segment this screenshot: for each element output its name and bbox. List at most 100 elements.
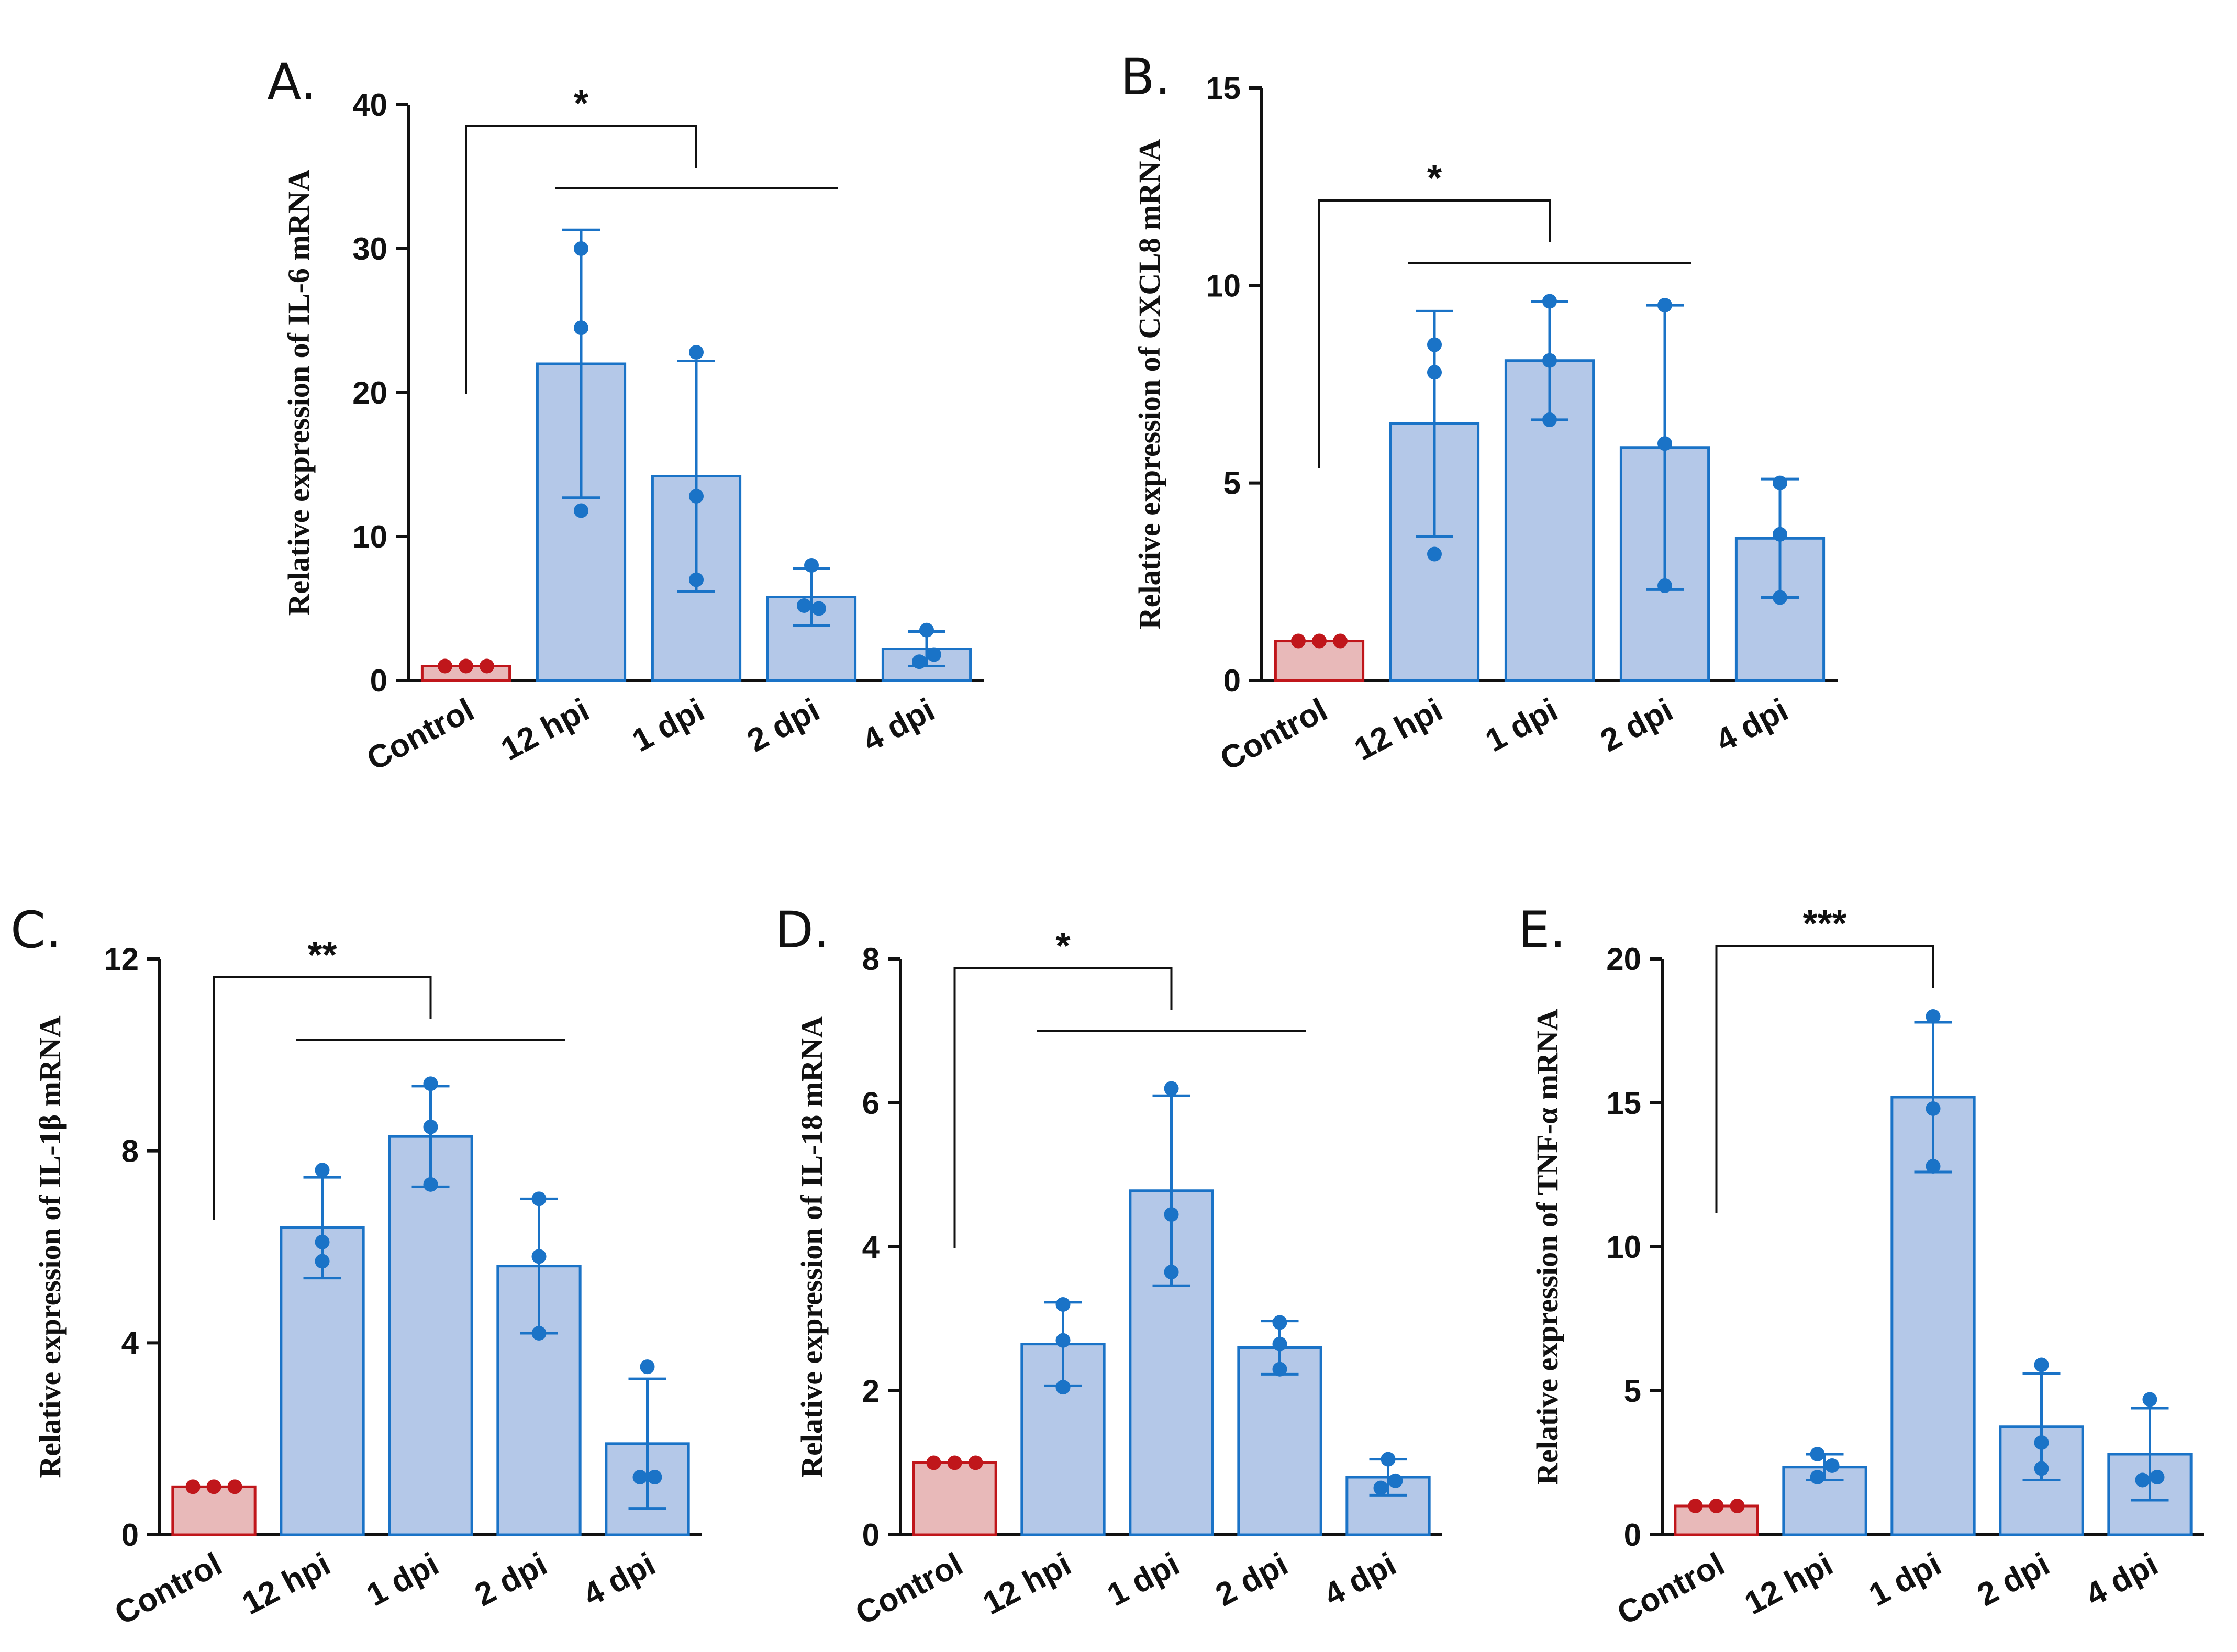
y-tick-label: 4 [862,1230,880,1265]
data-point [947,1455,962,1470]
x-tick-label: 4 dpi [1318,1546,1402,1613]
y-axis-title: Relative expression of IL-6 mRNA [282,170,316,616]
data-point [1312,633,1327,649]
x-tick-label: 2 dpi [1595,691,1678,759]
y-tick-label: 40 [352,87,387,122]
y-tick-label: 5 [1624,1374,1641,1409]
data-point [574,241,588,256]
significance-label: * [574,83,588,125]
y-tick-label: 0 [1223,663,1241,698]
chart-panel-5: E. Relative expression of TNF-α mRNA 0 5 10 1… [1518,901,2204,1632]
x-tick-label: 1 dpi [361,1546,444,1613]
data-point [1388,1473,1403,1488]
data-point [1272,1361,1287,1377]
data-point [1773,475,1787,490]
data-point [1373,1480,1388,1495]
data-point [185,1479,201,1494]
y-axis-title: Relative expression of TNF-α mRNA [1530,1009,1564,1485]
data-point [689,489,704,504]
data-point [1657,298,1672,313]
data-point [315,1163,330,1178]
x-tick-label: Control [1215,691,1333,777]
y-tick-label: 8 [862,942,880,977]
x-tick-label: 1 dpi [1479,691,1563,759]
x-tick-label: Control [361,691,480,777]
bar-control [912,1461,997,1536]
data-point [1291,633,1306,649]
panel-letter: C. [10,901,62,959]
x-tick-label: 4 dpi [856,691,940,759]
x-tick-label: 1 dpi [1863,1546,1947,1613]
data-point [1542,294,1557,309]
data-point [1055,1333,1071,1348]
data-point [804,558,819,573]
y-tick-label: 15 [1606,1086,1641,1121]
y-tick-label: 10 [352,519,387,554]
data-point [1164,1081,1179,1096]
y-axis-title: Relative expression of CXCL8 mRNA [1132,139,1166,630]
data-point [423,1119,438,1134]
x-tick-label: 12 hpi [977,1546,1077,1622]
significance-bracket [1318,199,1551,468]
data-point [1926,1101,1941,1116]
x-tick-label: 12 hpi [495,691,595,767]
data-point [1824,1458,1840,1473]
significance-bracket [213,976,432,1220]
x-tick-label: 4 dpi [1710,691,1794,759]
data-point [647,1470,662,1484]
data-point [2135,1472,2150,1488]
data-point [574,320,588,336]
x-tick-label: 2 dpi [741,691,825,759]
x-tick-label: Control [850,1546,969,1632]
data-point [206,1479,221,1494]
x-tick-label: Control [1611,1546,1730,1632]
panel-letter: A. [267,53,317,111]
data-point [1427,337,1442,352]
data-point [1657,436,1672,451]
y-tick-label: 6 [862,1086,880,1121]
significance-label: * [1427,158,1442,199]
y-tick-label: 12 [104,942,139,977]
bar-control [171,1485,257,1536]
significance-bracket [465,125,697,394]
data-point [574,503,588,518]
data-point [1926,1159,1941,1174]
data-point [227,1479,242,1494]
significance-label: * [1055,925,1070,967]
y-tick-label: 0 [370,663,387,698]
chart-panel-1: A. Relative expression of IL-6 mRNA 0 10 20 3… [267,53,984,778]
chart-panel-4: D. Relative expression of IL-18 mRNA 0 2 4 6 8… [775,901,1442,1632]
significance-label: ** [307,934,337,976]
data-point [2034,1435,2049,1450]
data-point [459,658,473,674]
y-tick-label: 30 [352,231,387,266]
x-tick-label: 2 dpi [469,1546,553,1613]
y-tick-label: 0 [121,1517,139,1553]
data-point [423,1177,438,1192]
x-tick-label: 1 dpi [1101,1546,1185,1613]
data-point [1926,1009,1941,1024]
y-tick-label: 5 [1223,466,1241,501]
data-point [1773,527,1787,542]
data-point [1542,353,1557,368]
y-tick-label: 8 [121,1134,139,1169]
data-point [2034,1461,2049,1476]
data-point [689,572,704,587]
data-point [1427,365,1442,380]
x-tick-label: 12 hpi [1739,1546,1839,1622]
y-tick-label: 10 [1606,1230,1641,1265]
y-tick-label: 0 [862,1517,880,1553]
data-point [2142,1392,2157,1407]
data-point [927,647,941,662]
y-tick-label: 2 [862,1374,880,1409]
data-point [1688,1499,1703,1513]
chart-panel-2: B. Relative expression of CXCL8 mRNA 0 5 10 1… [1120,48,1838,778]
data-point [1164,1265,1179,1280]
y-tick-label: 15 [1206,71,1241,106]
data-point [1164,1207,1179,1222]
chart-panel-3: C. Relative expression of IL-1β mRNA 0 4 8 12… [10,901,702,1632]
y-axis-title: Relative expression of IL-1β mRNA [33,1015,67,1478]
data-point [640,1359,655,1375]
panel-letter: B. [1120,48,1171,106]
